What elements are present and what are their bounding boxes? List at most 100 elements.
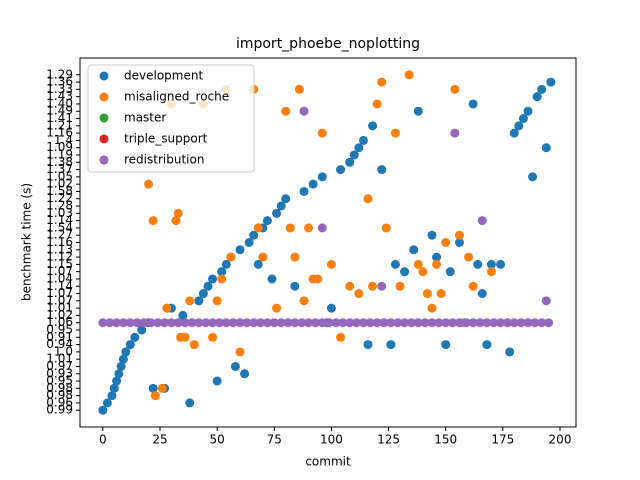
point <box>413 318 423 328</box>
point <box>427 303 437 313</box>
point <box>304 223 314 233</box>
point <box>400 267 410 277</box>
y-tick-label: 1.27 <box>46 228 73 242</box>
point <box>518 114 528 124</box>
point <box>336 165 346 175</box>
legend-box <box>87 64 255 173</box>
y-tick-label: 0.95 <box>46 323 73 337</box>
point <box>395 281 405 291</box>
point <box>212 296 222 306</box>
y-tick-label: 1.22 <box>46 191 73 205</box>
y-tick-label: 0.95 <box>46 374 73 388</box>
point <box>310 318 320 328</box>
point <box>482 340 492 350</box>
point <box>276 201 286 211</box>
point <box>345 318 355 328</box>
point <box>404 70 414 80</box>
point <box>482 318 492 328</box>
point <box>121 347 131 357</box>
point <box>173 318 183 328</box>
point <box>208 332 218 342</box>
point <box>235 318 245 328</box>
y-tick-label: 0.93 <box>46 366 73 380</box>
point <box>148 216 158 226</box>
point <box>338 318 348 328</box>
point <box>477 289 487 299</box>
y-tick-label: 1.16 <box>46 235 73 249</box>
x-tick-label: 175 <box>491 433 514 447</box>
point <box>432 259 442 269</box>
point <box>445 267 455 277</box>
point <box>409 245 419 255</box>
point <box>276 318 286 328</box>
legend-marker <box>99 92 109 102</box>
point <box>194 318 204 328</box>
point <box>160 318 170 328</box>
point <box>258 252 268 262</box>
y-tick-label: 1.02 <box>46 177 73 191</box>
point <box>105 318 115 328</box>
point <box>189 340 199 350</box>
point <box>358 318 368 328</box>
point <box>336 332 346 342</box>
y-tick-label: 0.91 <box>46 330 73 344</box>
point <box>281 194 291 204</box>
point <box>214 318 224 328</box>
point <box>230 361 240 371</box>
point <box>546 77 556 87</box>
legend-label: redistribution <box>124 153 204 167</box>
point <box>324 318 334 328</box>
point <box>208 318 218 328</box>
point <box>130 332 140 342</box>
y-tick-label: 0.96 <box>46 395 73 409</box>
point <box>272 303 282 313</box>
point <box>112 376 122 386</box>
point <box>304 318 314 328</box>
point <box>262 216 272 226</box>
y-tick-label: 1.12 <box>46 250 73 264</box>
x-tick-label: 200 <box>549 433 572 447</box>
legend-label: triple_support <box>124 132 208 146</box>
point <box>285 223 295 233</box>
point <box>317 318 327 328</box>
y-tick-label: 1.33 <box>46 82 73 96</box>
point <box>505 347 515 357</box>
point <box>434 318 444 328</box>
legend-marker <box>99 134 109 144</box>
point <box>201 318 211 328</box>
point <box>208 274 218 284</box>
point <box>228 318 238 328</box>
point <box>185 398 195 408</box>
point <box>496 318 506 328</box>
point <box>413 259 423 269</box>
y-tick-label: 0.94 <box>46 337 73 351</box>
point <box>267 274 277 284</box>
point <box>299 296 309 306</box>
point <box>448 318 458 328</box>
x-axis-label: commit <box>305 455 351 469</box>
y-tick-label: 1.01 <box>46 301 73 315</box>
point <box>137 325 147 335</box>
point <box>198 289 208 299</box>
point <box>464 252 474 262</box>
point <box>139 318 149 328</box>
point <box>400 318 410 328</box>
y-tick-label: 1.58 <box>46 184 73 198</box>
point <box>240 369 250 379</box>
y-tick-label: 1.07 <box>46 293 73 307</box>
point <box>180 332 190 342</box>
point <box>509 128 519 138</box>
point <box>203 281 213 291</box>
point <box>541 296 551 306</box>
point <box>352 318 362 328</box>
point <box>98 405 108 415</box>
y-tick-label: 1.40 <box>46 96 73 110</box>
point <box>454 230 464 240</box>
legend-label: master <box>124 111 166 125</box>
point <box>390 128 400 138</box>
point <box>537 318 547 328</box>
y-tick-label: 1.29 <box>46 67 73 81</box>
point <box>468 99 478 109</box>
point <box>194 296 204 306</box>
point <box>185 296 195 306</box>
